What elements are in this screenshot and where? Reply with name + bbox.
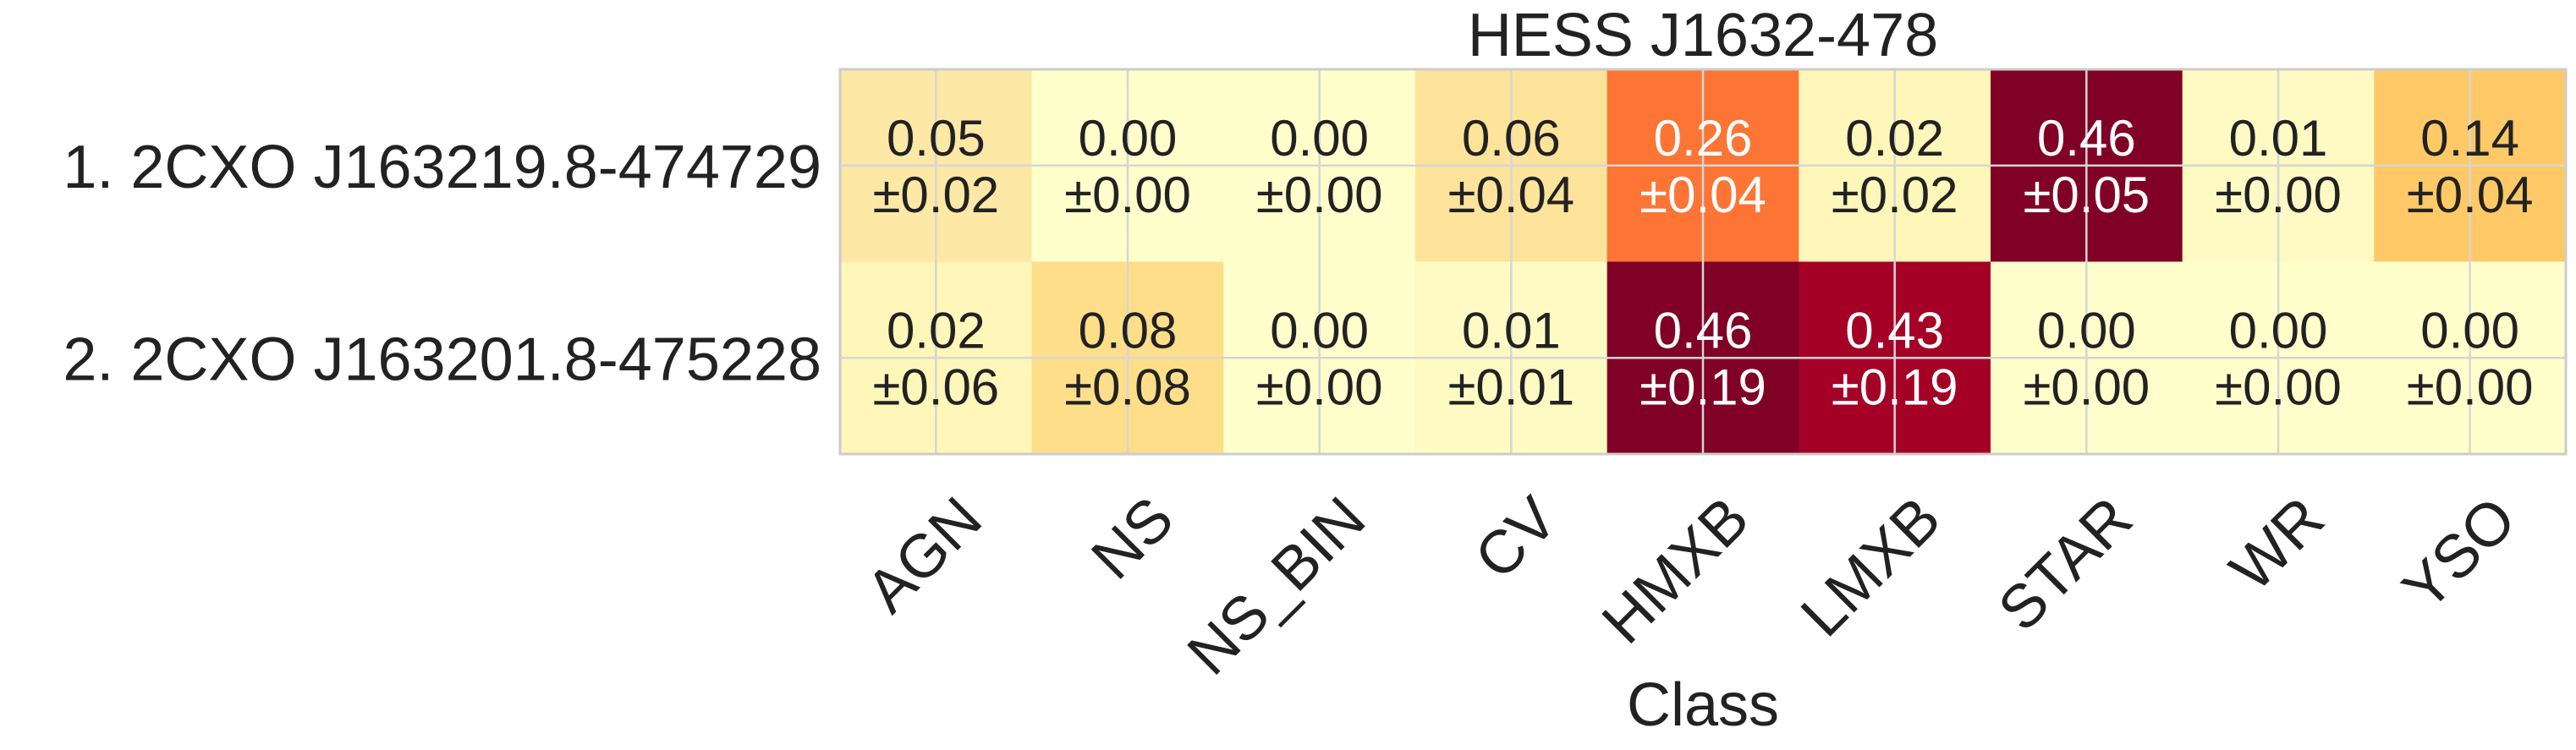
column-tick-label: LMXB: [1788, 484, 1953, 649]
cell-error-label: ±0.00: [2215, 167, 2342, 223]
cell-value-label: 0.26: [1654, 110, 1753, 167]
cell-value-label: 0.00: [2229, 302, 2328, 359]
cell-error-label: ±0.19: [1832, 359, 1958, 415]
cell-error-label: ±0.00: [1256, 359, 1383, 415]
cell-value-label: 0.02: [887, 302, 986, 359]
cell-value-label: 0.00: [2037, 302, 2136, 359]
cell-value-label: 0.46: [1654, 302, 1753, 359]
row-label: 2. 2CXO J163201.8-475228: [63, 326, 821, 393]
cell-value-label: 0.01: [2229, 110, 2328, 167]
cell-error-label: ±0.19: [1640, 359, 1766, 415]
cell-value-label: 0.14: [2420, 110, 2519, 167]
cell-error-label: ±0.01: [1447, 359, 1574, 415]
cell-value-label: 0.08: [1079, 302, 1178, 359]
cell-error-label: ±0.06: [872, 359, 999, 415]
row-label: 1. 2CXO J163219.8-474729: [63, 134, 821, 201]
column-tick-label: YSO: [2390, 484, 2529, 623]
cell-value-label: 0.02: [1845, 110, 1944, 167]
cell-error-label: ±0.00: [2023, 359, 2150, 415]
x-axis-label: Class: [1627, 671, 1779, 739]
grid-lines: [840, 69, 2566, 454]
cell-error-label: ±0.05: [2023, 167, 2150, 223]
cell-error-label: ±0.04: [1447, 167, 1574, 223]
cell-error-label: ±0.00: [2215, 359, 2342, 415]
cell-error-label: ±0.08: [1064, 359, 1191, 415]
cell-value-label: 0.01: [1462, 302, 1561, 359]
column-tick-label: CV: [1463, 484, 1570, 592]
cell-error-label: ±0.00: [2407, 359, 2534, 415]
column-tick-label: NS: [1079, 484, 1186, 592]
cell-value-label: 0.00: [1270, 110, 1369, 167]
cell-value-label: 0.06: [1462, 110, 1561, 167]
cell-value-label: 0.00: [2420, 302, 2519, 359]
column-tick-label: AGN: [854, 484, 995, 626]
cell-value-label: 0.43: [1845, 302, 1944, 359]
cell-error-label: ±0.02: [1832, 167, 1958, 223]
cell-error-label: ±0.04: [1640, 167, 1766, 223]
cell-value-label: 0.05: [887, 110, 986, 167]
cell-error-label: ±0.02: [872, 167, 999, 223]
cell-error-label: ±0.04: [2407, 167, 2534, 223]
plot-frame: [838, 68, 2568, 456]
row-labels: 1. 2CXO J163219.8-474729 2. 2CXO J163201.…: [63, 134, 821, 394]
cell-error-label: ±0.00: [1064, 167, 1191, 223]
column-tick-label: WR: [2217, 484, 2337, 604]
cell-error-label: ±0.00: [1256, 167, 1383, 223]
column-tick-label: NS_BIN: [1175, 484, 1378, 687]
cell-labels: 0.05±0.020.00±0.000.00±0.000.06±0.040.26…: [872, 110, 2533, 416]
chart-title: HESS J1632-478: [1468, 2, 1938, 69]
cell-value-label: 0.46: [2037, 110, 2136, 167]
column-tick-label: STAR: [1986, 484, 2145, 644]
cell-value-label: 0.00: [1270, 302, 1369, 359]
column-tick-label: HMXB: [1590, 484, 1762, 657]
cell-value-label: 0.00: [1079, 110, 1178, 167]
